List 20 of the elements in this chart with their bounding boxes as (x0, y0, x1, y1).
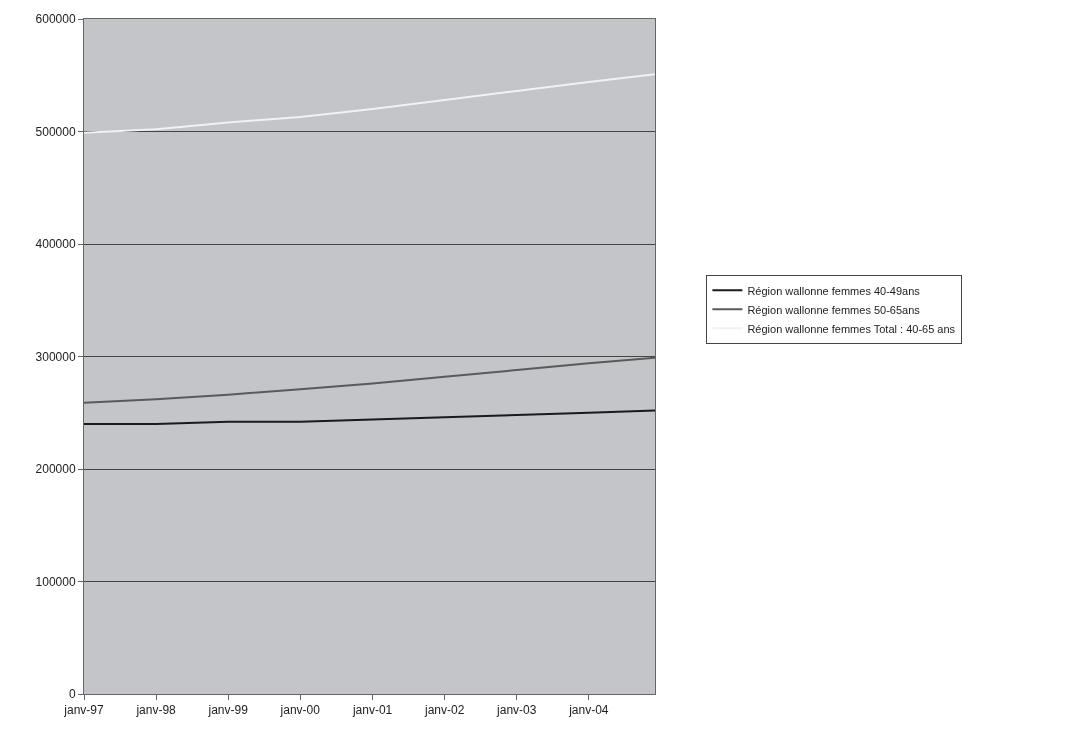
y-tick-label: 0 (68, 687, 76, 702)
x-tick-label: janv-03 (496, 703, 537, 718)
x-tick-label: janv-04 (568, 703, 609, 718)
x-tick-label: janv-97 (63, 703, 104, 718)
line-series (84, 73, 655, 134)
y-tick-label: 400000 (35, 237, 76, 252)
x-tick-label: janv-99 (207, 703, 249, 718)
y-tick-label: 300000 (35, 349, 76, 364)
x-tick-label: janv-02 (423, 703, 465, 718)
line-series (84, 409, 655, 425)
legend-label: Région wallonne femmes Total : 40-65 ans (747, 322, 956, 335)
x-tick-label: janv-00 (279, 703, 321, 718)
y-tick-label: 100000 (35, 574, 76, 589)
y-tick-label: 500000 (35, 124, 76, 139)
y-tick-label: 200000 (35, 462, 76, 477)
x-tick-label: janv-01 (351, 703, 393, 718)
y-tick-label: 600000 (35, 12, 76, 27)
x-tick-label: janv-98 (135, 703, 177, 718)
legend-label: Région wallonne femmes 40-49ans (747, 284, 921, 297)
legend-label: Région wallonne femmes 50-65ans (747, 303, 921, 316)
